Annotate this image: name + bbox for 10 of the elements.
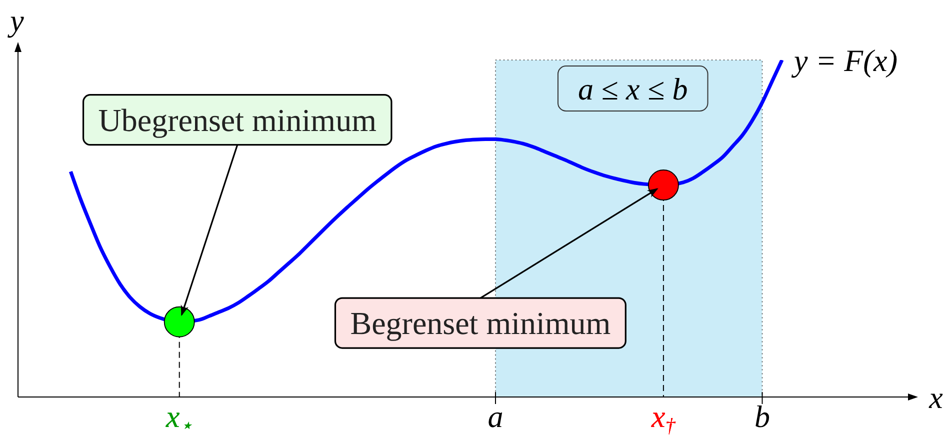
x-tick-label: x$_{⋆}$ <box>164 399 193 437</box>
x-tick-label: a <box>488 399 504 434</box>
series-label: y = F(x) <box>791 42 898 78</box>
x-axis-title: x <box>928 380 944 414</box>
annotation: Begrenset minimum <box>350 305 611 342</box>
band-label: a ≤ x ≤ b <box>578 71 688 106</box>
x-tick-label: b <box>754 399 770 434</box>
y-axis-title: y <box>7 2 24 38</box>
annotation: Ubegrenset minimum <box>98 102 377 138</box>
x-tick-label: x$_{†}$ <box>650 399 676 437</box>
